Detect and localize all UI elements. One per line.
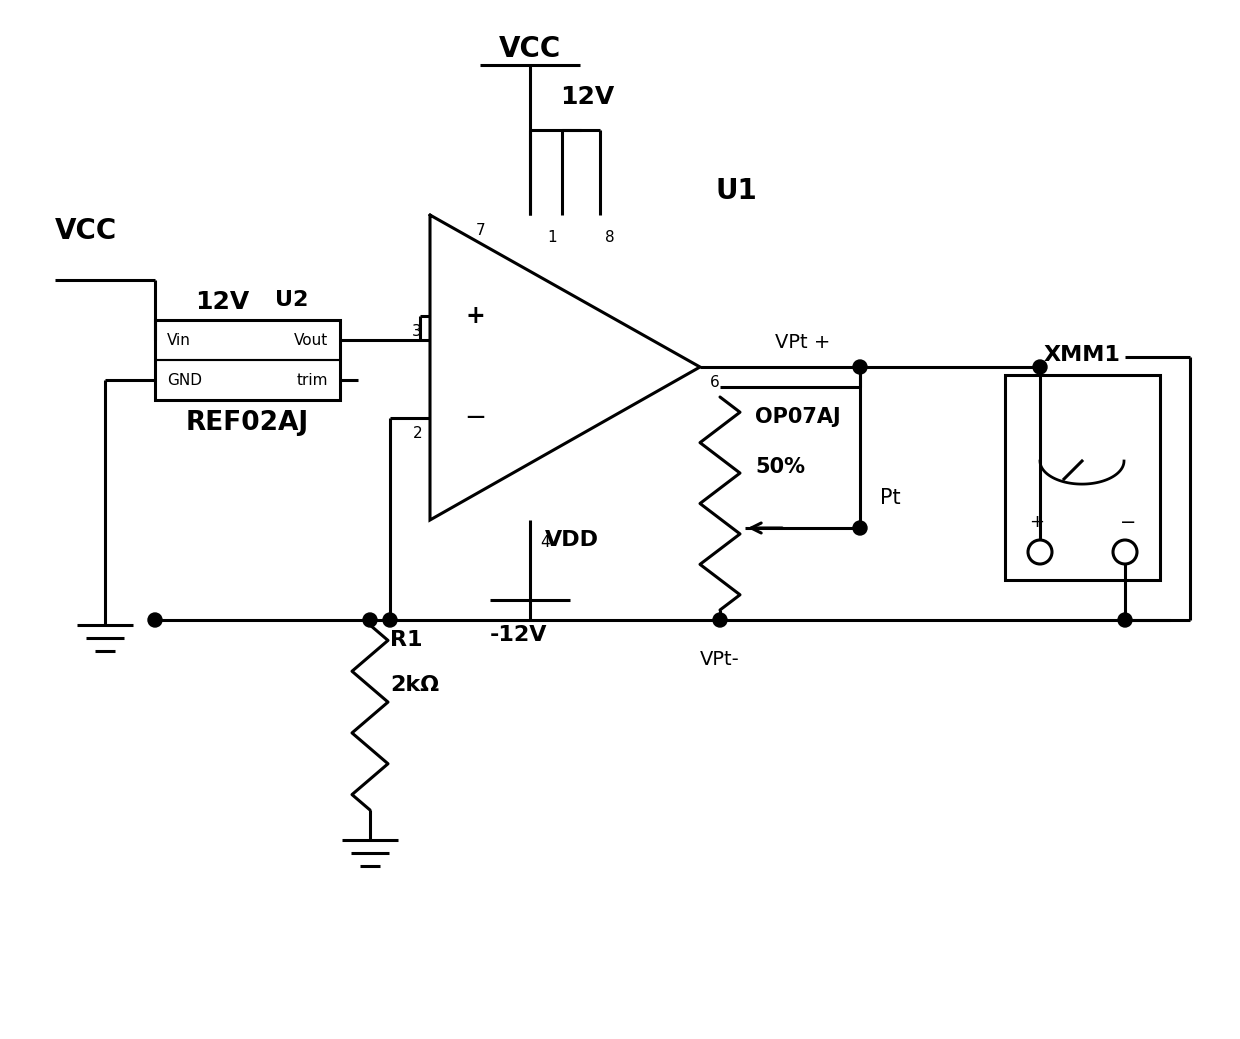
Text: VCC: VCC (55, 217, 118, 245)
Text: +: + (465, 304, 485, 328)
Text: 6: 6 (711, 375, 719, 390)
Text: 2: 2 (413, 426, 422, 441)
Text: VPt-: VPt- (701, 650, 740, 669)
Text: +: + (1029, 513, 1044, 531)
Circle shape (148, 613, 162, 627)
Text: OP07AJ: OP07AJ (755, 407, 841, 427)
Bar (1004, 375, 1159, 580)
Text: -12V: -12V (490, 625, 548, 645)
Circle shape (1118, 613, 1132, 627)
Text: 8: 8 (605, 230, 615, 245)
Text: U1: U1 (715, 177, 756, 205)
Text: 1: 1 (547, 230, 557, 245)
Text: 4: 4 (539, 535, 549, 550)
Bar (155, 320, 340, 400)
Text: Pt: Pt (880, 488, 900, 508)
Text: VPt +: VPt + (775, 334, 831, 352)
Text: 12V: 12V (560, 85, 614, 109)
Circle shape (1114, 540, 1137, 564)
Circle shape (1033, 359, 1047, 374)
Circle shape (383, 613, 397, 627)
Text: 7: 7 (475, 223, 485, 238)
Circle shape (363, 613, 377, 627)
Text: 50%: 50% (755, 457, 805, 477)
Circle shape (1028, 540, 1052, 564)
Text: Vout: Vout (294, 332, 329, 347)
Text: R1: R1 (391, 630, 423, 650)
Text: GND: GND (167, 373, 202, 388)
Text: Vin: Vin (167, 332, 191, 347)
Text: −: − (464, 405, 486, 431)
Text: XMM1: XMM1 (1044, 345, 1121, 365)
Circle shape (853, 521, 867, 535)
Text: −: − (1120, 512, 1136, 532)
Text: VCC: VCC (498, 35, 562, 63)
Text: 3: 3 (412, 324, 422, 339)
Text: 2kΩ: 2kΩ (391, 675, 439, 695)
Text: 12V: 12V (195, 290, 249, 314)
Text: VDD: VDD (546, 530, 599, 550)
Text: REF02AJ: REF02AJ (186, 410, 309, 436)
Text: trim: trim (296, 373, 329, 388)
Circle shape (853, 359, 867, 374)
Text: U2: U2 (275, 290, 309, 310)
Circle shape (713, 613, 727, 627)
